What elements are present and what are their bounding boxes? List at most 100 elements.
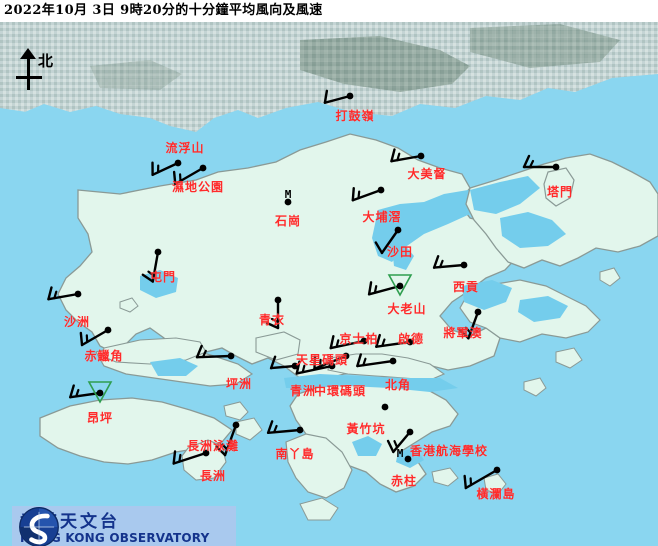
wind-station-sha-tin[interactable] (374, 226, 402, 255)
wind-barb-layer (47, 89, 560, 490)
wind-station-tsing-yi[interactable] (265, 296, 282, 330)
sai-kung-bay-water (462, 280, 512, 310)
station-dot[interactable] (360, 337, 368, 345)
station-dot[interactable] (274, 296, 282, 304)
station-dot[interactable] (296, 426, 304, 434)
wind-barb-full-feather (69, 384, 75, 399)
aberdeen-inlet (352, 436, 382, 456)
ninepin-islet (523, 377, 547, 397)
wind-barb-full-feather (195, 344, 203, 359)
wind-station-shek-kong[interactable] (284, 198, 292, 206)
station-dot[interactable] (291, 362, 299, 370)
wind-barb-shaft (323, 94, 352, 104)
waglan-island-shape (483, 473, 507, 495)
station-dot[interactable] (377, 186, 385, 194)
wind-station-tseung-kwan-o[interactable] (458, 308, 482, 340)
station-label-ta-kwu-ling: 打鼓嶺 (335, 109, 375, 123)
station-dot[interactable] (104, 326, 112, 334)
wind-station-peng-chau[interactable] (195, 344, 235, 360)
gust-indicator-triangle (387, 274, 413, 297)
station-dot[interactable] (406, 338, 414, 346)
hei-ling-chau-island (235, 417, 263, 441)
station-label-sai-kung: 西貢 (452, 280, 480, 294)
station-dot[interactable] (389, 357, 397, 365)
wind-station-sha-chau[interactable] (47, 286, 82, 301)
wind-station-lamma-island[interactable] (266, 420, 304, 434)
station-dot[interactable] (227, 352, 235, 360)
mainland-hills-2 (470, 24, 620, 68)
station-dot[interactable] (346, 92, 354, 100)
station-dot[interactable] (406, 428, 414, 436)
wind-barb-half-feather (335, 339, 340, 348)
station-dot[interactable] (232, 421, 240, 429)
wind-station-tap-mun[interactable] (522, 154, 560, 171)
wind-station-north-point[interactable] (356, 353, 397, 368)
station-label-sha-chau: 沙洲 (63, 315, 91, 329)
wind-station-tai-po-kau[interactable] (351, 186, 385, 202)
station-dot[interactable] (474, 308, 482, 316)
wind-barb-full-feather (356, 353, 362, 368)
castle-peak-bay (140, 270, 178, 298)
station-label-north-point: 北角 (384, 378, 412, 392)
station-label-tseung-kwan-o: 將軍澳 (443, 326, 483, 340)
station-dot[interactable] (174, 159, 182, 167)
wind-station-cheung-chau[interactable] (172, 449, 210, 465)
station-dot[interactable] (394, 226, 402, 234)
wind-station-tai-mei-tuk[interactable] (390, 148, 425, 163)
station-dot[interactable] (328, 362, 336, 370)
station-label-tai-mei-tuk: 大美督 (407, 167, 447, 181)
wind-station-star-ferry[interactable] (313, 352, 350, 370)
wind-station-ta-kwu-ling[interactable] (323, 89, 354, 104)
wind-station-ngong-ping[interactable] (69, 381, 113, 404)
eastern-inner-water (500, 212, 566, 248)
wind-station-chek-lap-kok[interactable] (79, 326, 112, 347)
wind-station-lau-fau-shan[interactable] (151, 159, 182, 177)
hko-logo-icon (19, 507, 59, 546)
kowloon-peninsula (327, 353, 446, 381)
station-dot[interactable] (552, 163, 560, 171)
wind-station-central-pier[interactable] (295, 360, 336, 375)
wind-station-wong-chuk-hang[interactable] (381, 403, 389, 411)
wind-barb-full-feather (390, 148, 396, 163)
wind-station-stanley[interactable] (404, 455, 412, 463)
station-dot[interactable] (404, 455, 412, 463)
wind-barb-full-feather (432, 255, 440, 269)
wind-station-waglan-island[interactable] (463, 466, 501, 490)
wind-station-tuen-mun[interactable] (141, 248, 162, 283)
station-dot[interactable] (342, 352, 350, 360)
wind-station-kings-park[interactable] (329, 335, 368, 350)
wind-station-hk-sea-school[interactable] (386, 428, 414, 454)
station-label-green-island: 青洲 (289, 384, 317, 398)
station-label-tates-cairn: 大老山 (387, 302, 427, 316)
station-dot[interactable] (493, 466, 501, 474)
wind-barb-half-feather (53, 290, 58, 300)
station-dot[interactable] (381, 403, 389, 411)
wind-station-sai-kung[interactable] (432, 255, 468, 269)
station-dot[interactable] (417, 152, 425, 160)
station-dot[interactable] (74, 290, 82, 298)
gust-indicator-triangle (87, 381, 113, 404)
wind-station-tates-cairn[interactable] (367, 274, 413, 297)
station-dot[interactable] (284, 198, 292, 206)
wind-barb-half-feather (272, 424, 278, 434)
wind-station-cheung-chau-beach[interactable] (215, 421, 240, 457)
station-dot[interactable] (460, 261, 468, 269)
wind-barb-shaft (151, 161, 180, 177)
station-label-hk-sea-school: 香港航海學校 (409, 444, 489, 458)
wind-station-wetland-park[interactable] (172, 164, 207, 186)
station-dot[interactable] (202, 449, 210, 457)
wind-barb-half-feather (464, 326, 472, 334)
wind-station-green-island[interactable] (269, 355, 299, 370)
east-small-islet-1 (599, 267, 621, 287)
station-dot[interactable] (154, 248, 162, 256)
station-dot[interactable] (396, 282, 404, 290)
wind-station-kai-tak[interactable] (375, 333, 414, 348)
map-canvas[interactable]: 北 打鼓嶺 流浮山 濕地公園 石崗 M 大美督 塔門 大埔滘 沙田 屯門 沙洲 赤鱲角 西貢 青衣 大老山將… (0, 22, 658, 546)
wind-barb-half-feather (318, 358, 322, 368)
tolo-harbour-water (372, 190, 482, 262)
station-dot[interactable] (96, 389, 104, 397)
wind-barb-full-feather (215, 445, 227, 457)
station-dot[interactable] (199, 164, 207, 172)
station-label-peng-chau: 坪洲 (225, 377, 253, 391)
